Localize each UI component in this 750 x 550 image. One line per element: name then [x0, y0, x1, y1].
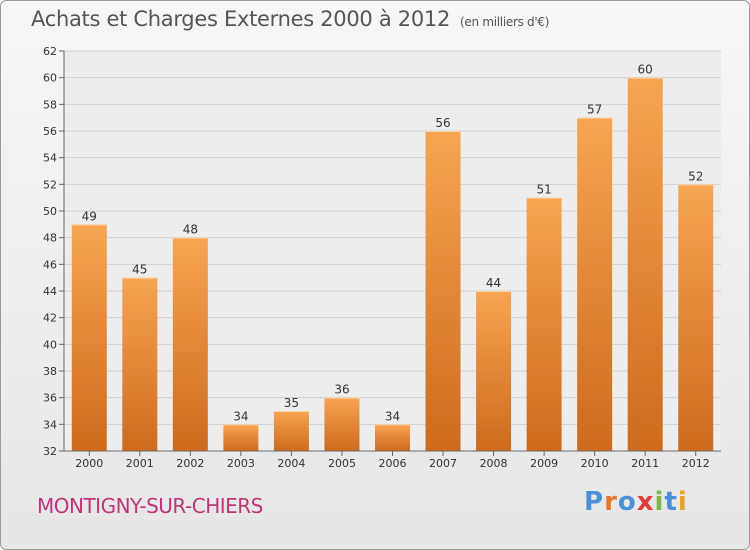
logo-letter: x	[636, 487, 655, 517]
data-label: 45	[132, 263, 147, 277]
data-label: 48	[183, 223, 198, 237]
y-tick-label: 52	[43, 178, 57, 191]
y-tick-label: 42	[43, 312, 57, 325]
bar-2007	[425, 131, 461, 451]
logo-letter: i	[677, 487, 688, 517]
chart-title: Achats et Charges Externes 2000 à 2012 (e…	[31, 7, 549, 31]
data-label: 44	[486, 276, 501, 290]
x-tick-label: 2009	[530, 457, 558, 470]
y-tick-label: 58	[43, 98, 57, 111]
data-label: 52	[688, 169, 703, 183]
logo-letter: P	[584, 487, 605, 517]
bar-2006	[375, 424, 410, 451]
bar-2001	[122, 277, 158, 451]
data-label: 56	[435, 116, 450, 130]
x-tick-label: 2007	[429, 457, 457, 470]
x-tick-label: 2006	[379, 457, 407, 470]
data-label: 49	[82, 209, 97, 223]
x-tick-label: 2002	[176, 457, 204, 470]
bar-2004	[273, 411, 309, 451]
y-tick-label: 54	[43, 152, 57, 165]
y-tick-label: 46	[43, 258, 57, 271]
logo-letter: r	[604, 487, 618, 517]
y-tick-label: 60	[43, 72, 57, 85]
commune-name: MONTIGNY-SUR-CHIERS	[37, 494, 263, 518]
plot-area	[64, 51, 721, 451]
data-label: 57	[587, 103, 602, 117]
data-label: 60	[638, 63, 653, 77]
bar-2009	[526, 197, 562, 451]
bars: 49 45 48 34 35 36 34 56 44 51 57 60 52	[71, 63, 714, 452]
x-tick-label: 2005	[328, 457, 356, 470]
y-tick-label: 48	[43, 232, 57, 245]
chart-subtitle: (en milliers d'€)	[460, 15, 550, 29]
x-tick-label: 2008	[480, 457, 508, 470]
logo-letter: t	[664, 487, 678, 517]
bar-2000	[71, 224, 107, 451]
data-label: 51	[536, 183, 551, 197]
x-tick-label: 2004	[277, 457, 305, 470]
x-tick-label: 2010	[581, 457, 609, 470]
bar-2005	[324, 397, 360, 451]
bar-2003	[223, 424, 259, 451]
logo-letter: i	[654, 487, 665, 517]
bar-2010	[577, 117, 613, 452]
chart-title-text: Achats et Charges Externes 2000 à 2012	[31, 7, 451, 31]
data-label: 35	[284, 396, 299, 410]
y-tick-label: 56	[43, 125, 57, 138]
axes: 32 34 36 38 40 42 44 46 48 50 52 54 56 58 60 62 2000 2001…	[43, 45, 721, 470]
y-tick-label: 62	[43, 45, 57, 58]
data-label: 36	[334, 383, 349, 397]
logo-letter: o	[617, 487, 637, 517]
bar-2008	[476, 291, 512, 451]
x-tick-label: 2011	[631, 457, 659, 470]
x-tick-label: 2012	[682, 457, 710, 470]
x-tick-label: 2000	[75, 457, 103, 470]
y-tick-label: 44	[43, 285, 57, 298]
y-tick-label: 34	[43, 418, 57, 431]
y-tick-label: 32	[43, 445, 57, 458]
bar-2002	[172, 237, 208, 451]
y-tick-label: 38	[43, 365, 57, 378]
y-tick-label: 50	[43, 205, 57, 218]
bar-2012	[678, 184, 714, 452]
y-tick-label: 36	[43, 392, 57, 405]
bar-2011	[627, 77, 663, 452]
proxiti-logo: Proxiti	[584, 487, 688, 517]
x-tick-label: 2003	[227, 457, 255, 470]
data-label: 34	[233, 409, 248, 423]
y-tick-label: 40	[43, 338, 57, 351]
x-tick-label: 2001	[126, 457, 154, 470]
data-label: 34	[385, 409, 400, 423]
